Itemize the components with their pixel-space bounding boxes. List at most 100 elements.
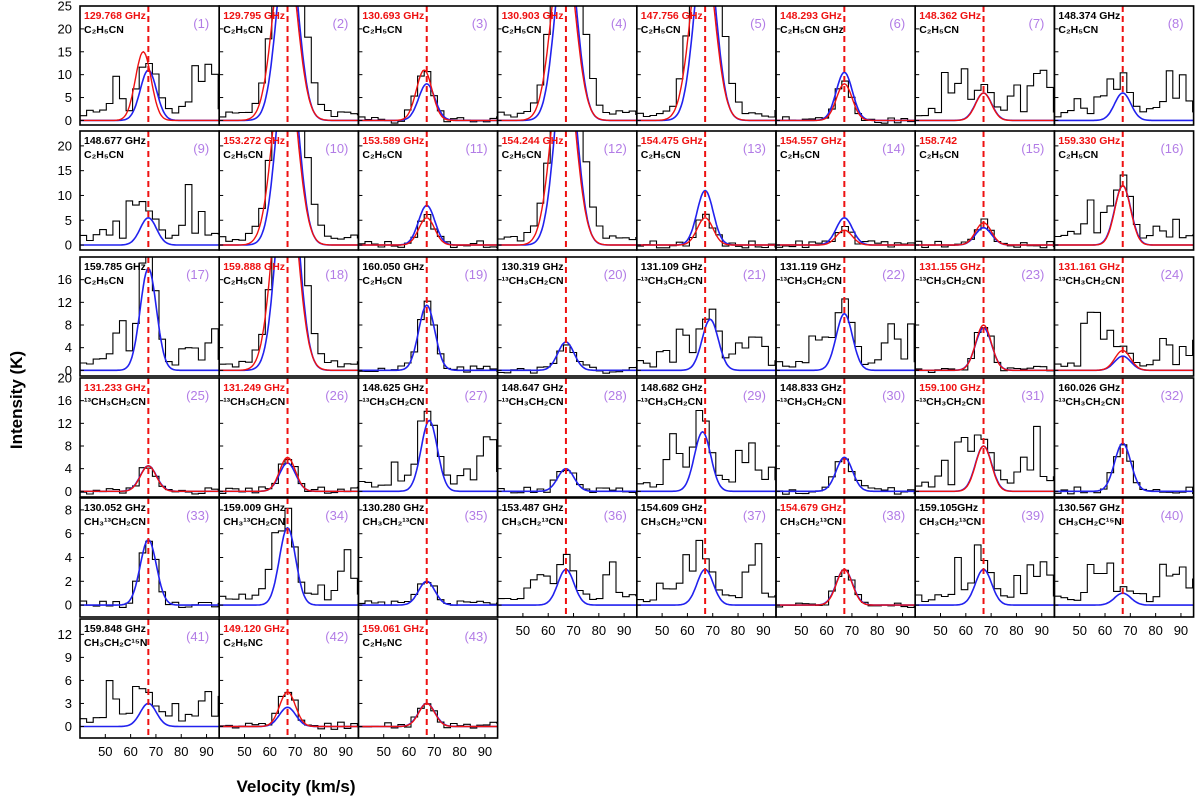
species-label: ¹³CH₃CH₂CN	[1058, 275, 1120, 287]
species-label: C₂H₅CN	[84, 149, 124, 161]
x-tick-label: 80	[592, 623, 606, 638]
x-tick-label: 80	[452, 744, 466, 759]
panel-5: 147.756 GHz C₂H₅CN (5)	[635, 5, 777, 126]
panel-number: (34)	[325, 508, 348, 523]
species-label: CH₃CH₂¹³CN	[641, 516, 703, 528]
y-tick-label: 15	[58, 163, 72, 178]
panel-2: 129.795 GHz C₂H₅CN (2)	[218, 5, 360, 126]
panel-10: 153.272 GHz C₂H₅CN (10)	[218, 130, 360, 251]
species-label: C₂H₅CN	[780, 149, 820, 161]
species-label: C₂H₅CN	[223, 275, 263, 287]
frequency-label: 147.756 GHz	[641, 10, 703, 22]
panel-number: (24)	[1160, 267, 1183, 282]
model-curve	[219, 526, 359, 606]
panel-7: 148.362 GHz C₂H₅CN (7)	[914, 5, 1056, 126]
observed-spectrum	[497, 344, 637, 374]
x-tick-label: 90	[617, 623, 631, 638]
panel-curves	[915, 324, 1055, 373]
panel-curves	[80, 538, 220, 608]
observed-spectrum	[80, 184, 220, 242]
observed-spectrum	[497, 131, 637, 242]
panel-number: (32)	[1160, 388, 1183, 403]
model-curve	[358, 304, 498, 372]
fit-curve	[497, 6, 637, 122]
panel-frame	[1053, 130, 1195, 251]
panel-curves	[358, 702, 498, 729]
x-tick-label: 70	[1123, 623, 1137, 638]
x-tick-label: 70	[705, 623, 719, 638]
x-tick-label: 80	[313, 744, 327, 759]
panel-16: 159.330 GHz C₂H₅CN (16)	[1053, 130, 1195, 251]
fit-curve	[915, 221, 1055, 246]
frequency-label: 159.785 GHz	[84, 261, 146, 273]
species-label: CH₃CH₂C¹⁵N	[84, 637, 147, 649]
panel-number: (3)	[472, 16, 488, 31]
frequency-label: 148.625 GHz	[362, 382, 424, 394]
frequency-label: 130.903 GHz	[502, 10, 564, 22]
panel-11: 153.589 GHz C₂H₅CN (11)	[357, 130, 499, 251]
y-tick-label: 0	[65, 238, 72, 253]
frequency-label: 148.362 GHz	[919, 10, 981, 22]
panel-22: 131.119 GHz ¹³CH₃CH₂CN (22)	[775, 256, 916, 377]
observed-spectrum	[358, 703, 498, 729]
observed-spectrum	[80, 540, 220, 608]
y-tick-label: 0	[65, 363, 72, 378]
observed-spectrum	[776, 298, 916, 368]
panel-curves	[776, 456, 916, 495]
x-tick-label: 60	[819, 623, 833, 638]
species-label: C₂H₅CN	[362, 24, 402, 36]
panel-8: 148.374 GHz C₂H₅CN (8)	[1053, 5, 1195, 126]
panel-35: 130.280 GHz CH₃CH₂¹³CN (35)	[357, 497, 499, 618]
species-label: ¹³CH₃CH₂CN	[1058, 396, 1120, 408]
fit-curve	[219, 456, 359, 492]
x-tick-label: 50	[794, 623, 808, 638]
observed-spectrum	[497, 6, 637, 118]
y-tick-label: 4	[65, 340, 72, 355]
panel-curves	[636, 189, 776, 249]
frequency-label: 158.742	[919, 135, 957, 147]
frequency-label: 149.120 GHz	[223, 623, 285, 635]
fit-curve	[915, 445, 1055, 492]
observed-spectrum	[1054, 70, 1194, 118]
panel-curves	[80, 257, 220, 372]
fit-curve	[358, 217, 498, 246]
species-label: ¹³CH₃CH₂CN	[502, 275, 564, 287]
frequency-label: 159.105GHz	[919, 502, 978, 514]
panel-curves	[219, 507, 359, 606]
species-label: C₂H₅CN	[641, 149, 681, 161]
panel-number: (2)	[333, 16, 349, 31]
fit-curve	[776, 229, 916, 246]
model-curve	[358, 580, 498, 606]
frequency-label: 154.557 GHz	[780, 135, 842, 147]
fit-curve	[915, 92, 1055, 122]
observed-spectrum	[80, 62, 220, 117]
species-label: CH₃¹³CH₂CN	[84, 516, 146, 528]
x-tick-label: 70	[427, 744, 441, 759]
frequency-label: 148.682 GHz	[641, 382, 703, 394]
panel-curves	[497, 553, 637, 606]
panel-curves	[497, 131, 637, 246]
species-label: CH₃CH₂¹³CN	[919, 516, 981, 528]
panel-curves	[219, 131, 359, 246]
species-label: C₂H₅CN	[502, 24, 542, 36]
y-tick-label: 8	[65, 318, 72, 333]
y-tick-label: 12	[58, 627, 72, 642]
species-label: CH₃CH₂¹³CN	[362, 516, 424, 528]
panel-30: 148.833 GHz ¹³CH₃CH₂CN (30)	[775, 377, 916, 498]
model-curve	[636, 430, 776, 493]
model-curve	[497, 341, 637, 372]
panel-curves	[219, 691, 359, 730]
observed-spectrum	[358, 300, 498, 373]
observed-spectrum	[358, 581, 498, 606]
species-label: C₂H₅CN	[919, 149, 959, 161]
frequency-label: 131.155 GHz	[919, 261, 981, 273]
model-curve	[915, 326, 1055, 372]
panel-number: (21)	[743, 267, 766, 282]
panel-curves	[636, 308, 776, 372]
fit-curve	[358, 702, 498, 728]
panel-number: (20)	[604, 267, 627, 282]
y-tick-label: 8	[65, 502, 72, 517]
observed-spectrum	[776, 569, 916, 608]
x-tick-label: 90	[756, 623, 770, 638]
y-tick-label: 5	[65, 213, 72, 228]
